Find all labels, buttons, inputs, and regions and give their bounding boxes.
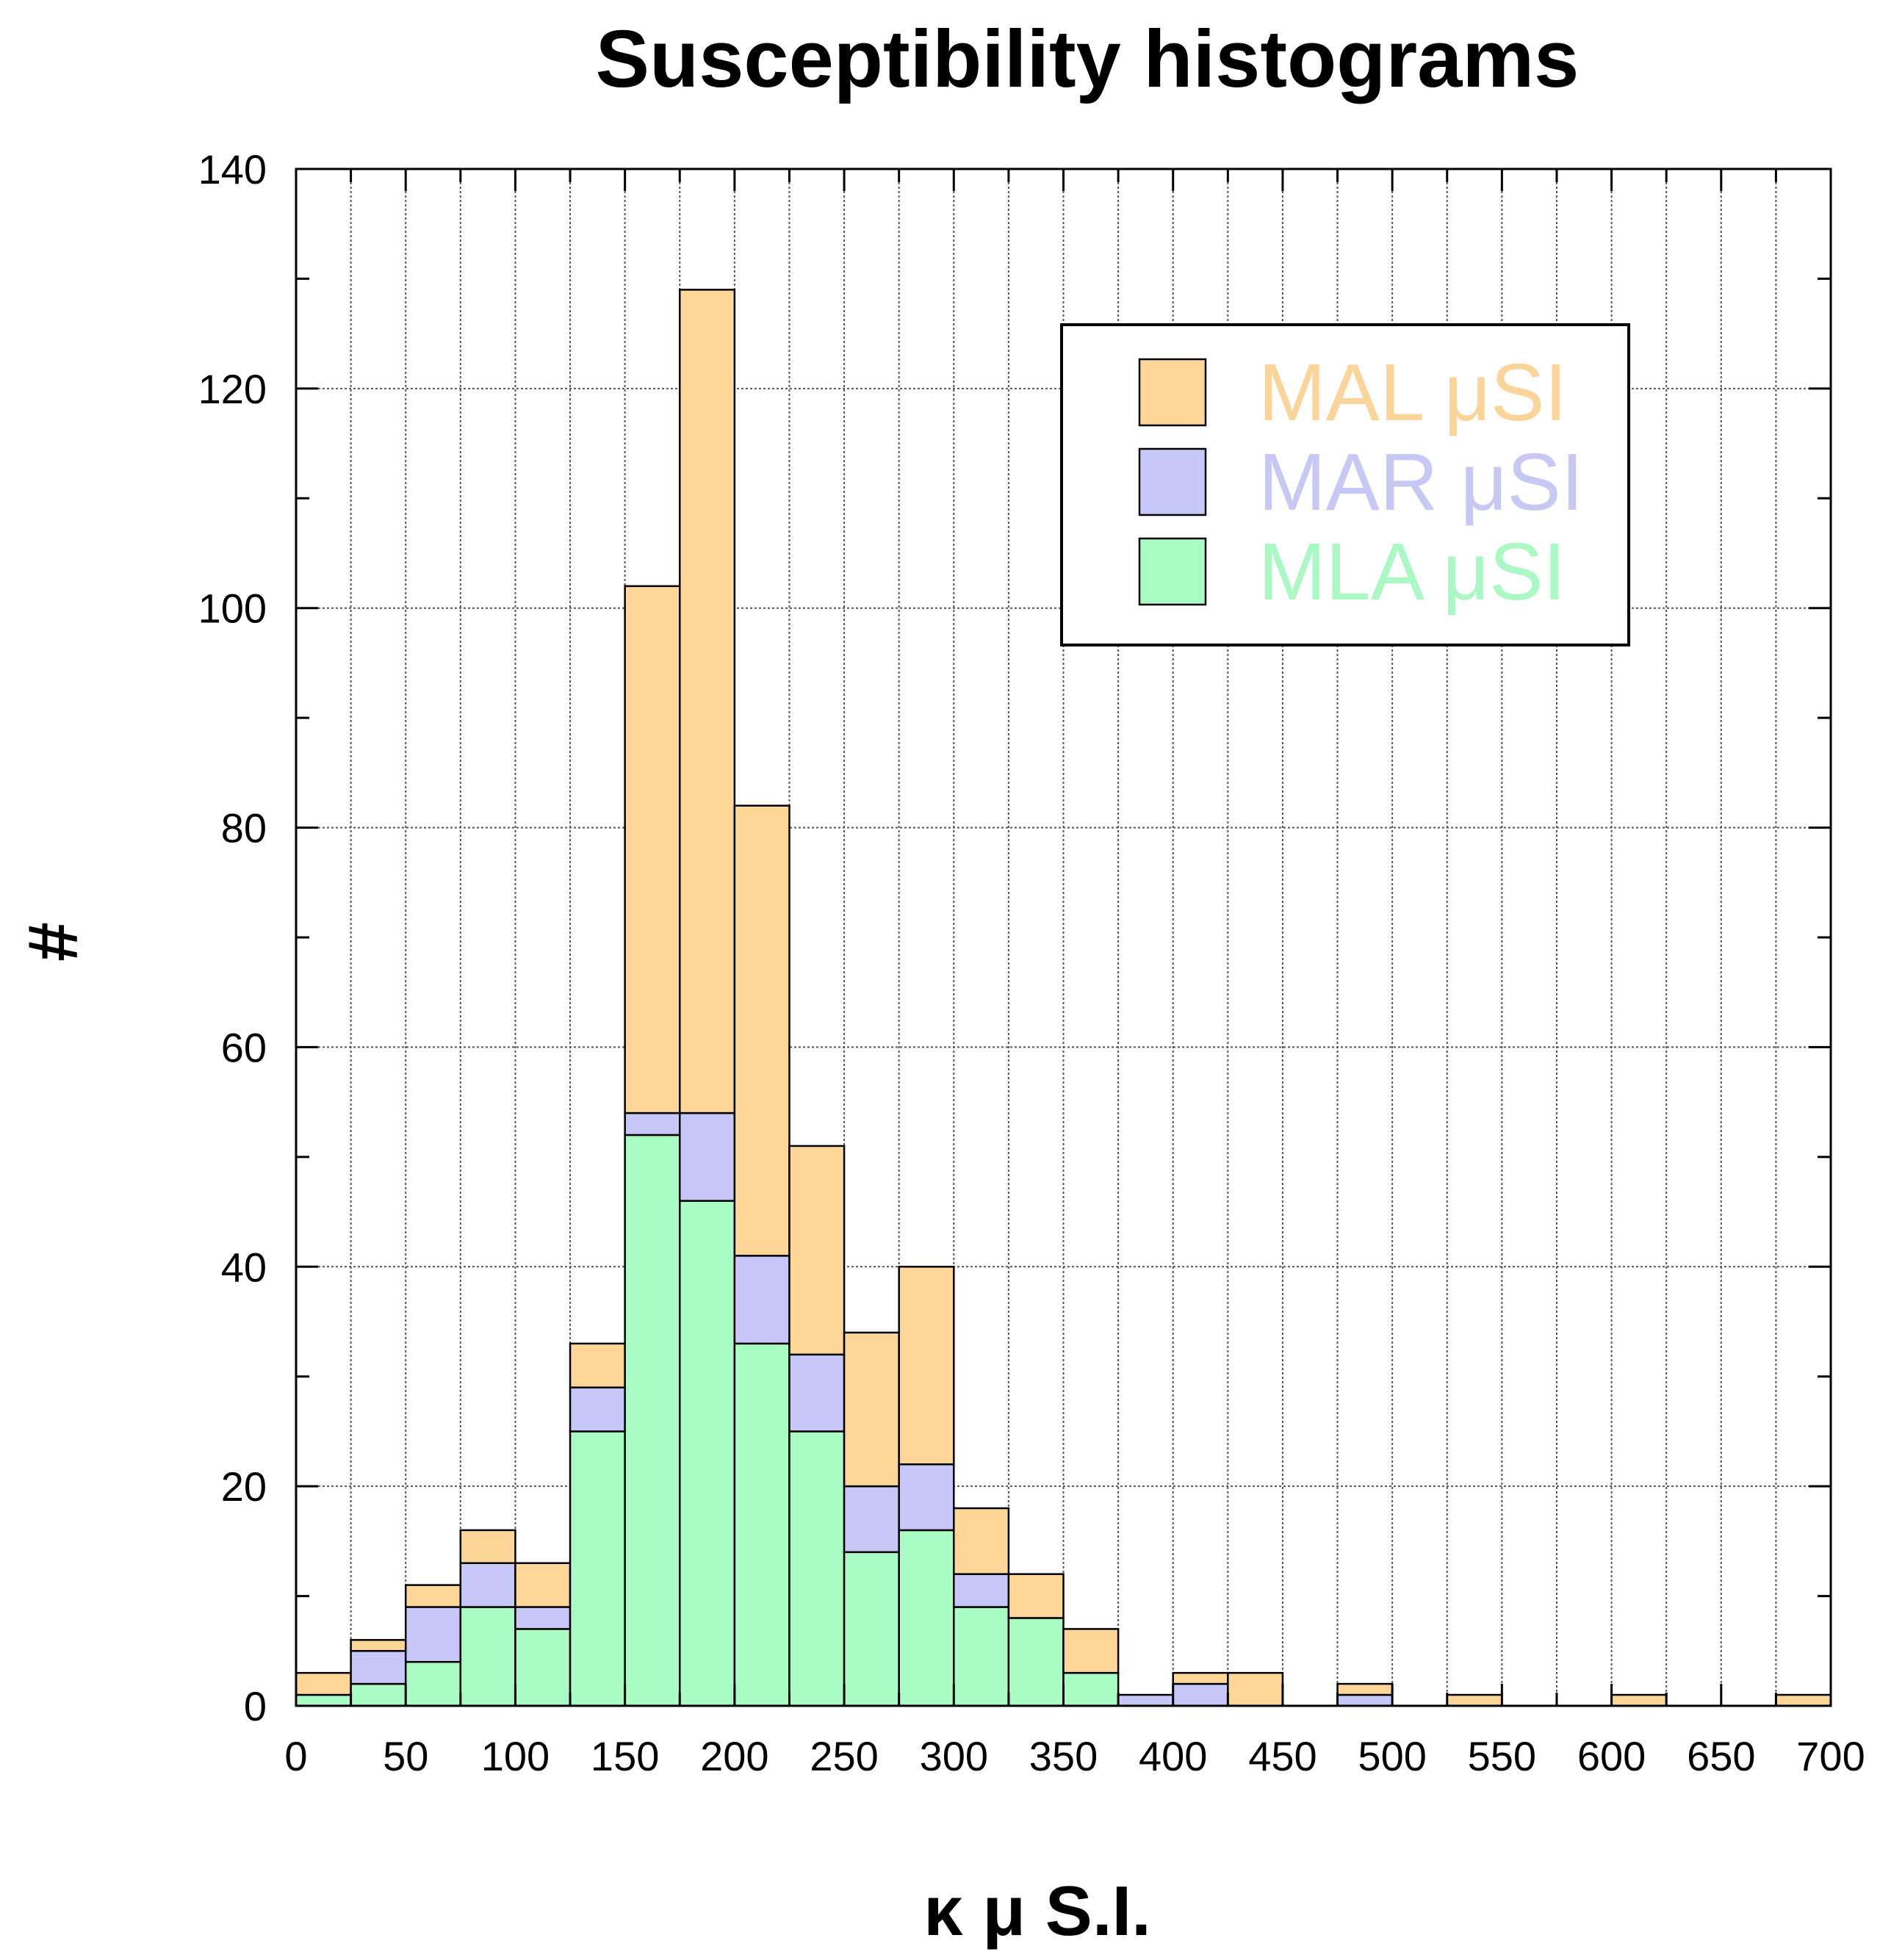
legend-label-mal: MAL μSI — [1258, 347, 1567, 438]
bar-mal-325 — [1007, 1573, 1065, 1619]
bar-mar-150 — [624, 1111, 681, 1136]
bar-mar-200 — [733, 1255, 790, 1345]
bar-mar-250 — [843, 1485, 900, 1554]
x-tick-label: 0 — [284, 1733, 307, 1779]
bar-mal-425 — [1227, 1671, 1284, 1707]
bar-mal-200 — [733, 804, 790, 1257]
legend-swatch-mal — [1138, 358, 1207, 427]
bar-mar-275 — [898, 1463, 955, 1532]
tick-labels: 0 50 100 150 200 250 300 350 400 450 500 550 600 650 7… — [198, 146, 1865, 1779]
bar-mal-475 — [1336, 1682, 1394, 1696]
chart-title: Susceptibility histograms — [596, 14, 1580, 104]
bar-mar-125 — [569, 1386, 626, 1433]
x-tick-label: 600 — [1577, 1733, 1646, 1779]
bar-mar-300 — [953, 1573, 1010, 1608]
bar-mal-225 — [788, 1145, 846, 1356]
x-tick-label: 650 — [1687, 1733, 1755, 1779]
bar-mar-75 — [459, 1562, 516, 1608]
legend-label-mla: MLA μSI — [1258, 527, 1566, 617]
bar-mar-475 — [1336, 1693, 1394, 1707]
bars — [295, 289, 1832, 1707]
bar-mal-0 — [295, 1671, 352, 1696]
bar-mal-400 — [1172, 1671, 1229, 1685]
bar-mal-175 — [679, 289, 736, 1114]
bar-mal-275 — [898, 1266, 955, 1466]
x-tick-label: 300 — [920, 1733, 988, 1779]
x-tick-label: 50 — [383, 1733, 428, 1779]
bar-mal-75 — [459, 1529, 516, 1564]
bar-mla-50 — [404, 1660, 462, 1707]
bar-mla-225 — [788, 1430, 846, 1707]
legend-swatch-mar — [1138, 447, 1207, 516]
bar-mla-350 — [1062, 1671, 1120, 1707]
bar-mla-0 — [295, 1693, 352, 1707]
x-tick-label: 200 — [700, 1733, 768, 1779]
x-tick-label: 500 — [1358, 1733, 1426, 1779]
x-tick-label: 700 — [1796, 1733, 1865, 1779]
y-tick-label: 80 — [221, 805, 267, 851]
bar-mal-250 — [843, 1331, 900, 1488]
y-tick-label: 40 — [221, 1244, 267, 1290]
bar-mal-675 — [1775, 1693, 1832, 1707]
bar-mar-100 — [514, 1606, 572, 1630]
y-axis-label: # — [14, 922, 93, 961]
bar-mla-325 — [1007, 1617, 1065, 1707]
x-tick-label: 350 — [1029, 1733, 1098, 1779]
bar-mal-525 — [1446, 1693, 1503, 1707]
bar-mla-175 — [679, 1200, 736, 1707]
legend-swatch-mla — [1138, 537, 1207, 606]
bar-mla-75 — [459, 1606, 516, 1707]
bar-mar-175 — [679, 1111, 736, 1202]
y-tick-label: 20 — [221, 1463, 267, 1510]
bar-mla-200 — [733, 1342, 790, 1707]
y-tick-label: 140 — [198, 146, 267, 192]
bar-mla-125 — [569, 1430, 626, 1707]
x-axis-label: κ μ S.I. — [923, 1872, 1151, 1950]
bar-mal-350 — [1062, 1628, 1120, 1674]
bar-mal-300 — [953, 1507, 1010, 1575]
x-tick-label: 250 — [810, 1733, 878, 1779]
bar-mal-50 — [404, 1584, 462, 1608]
bar-mla-300 — [953, 1606, 1010, 1707]
y-tick-label: 60 — [221, 1024, 267, 1070]
bar-mal-150 — [624, 585, 681, 1114]
bar-mla-150 — [624, 1134, 681, 1707]
axes — [295, 167, 1832, 1707]
y-tick-label: 120 — [198, 366, 267, 412]
y-tick-label: 100 — [198, 586, 267, 632]
bar-mar-400 — [1172, 1682, 1229, 1707]
bar-mla-250 — [843, 1551, 900, 1707]
x-tick-label: 450 — [1248, 1733, 1317, 1779]
bar-mla-100 — [514, 1628, 572, 1707]
bar-mal-25 — [350, 1639, 407, 1652]
bar-mal-600 — [1610, 1693, 1668, 1707]
bar-mar-50 — [404, 1606, 462, 1663]
x-tick-label: 150 — [591, 1733, 659, 1779]
bar-mar-375 — [1117, 1693, 1174, 1707]
bar-mar-225 — [788, 1353, 846, 1433]
bar-mla-275 — [898, 1529, 955, 1707]
bar-mar-25 — [350, 1650, 407, 1685]
bar-mal-125 — [569, 1342, 626, 1388]
bar-mla-25 — [350, 1682, 407, 1707]
legend-label-mar: MAR μSI — [1258, 437, 1583, 527]
x-tick-label: 400 — [1139, 1733, 1207, 1779]
x-tick-label: 550 — [1468, 1733, 1536, 1779]
y-tick-label: 0 — [244, 1683, 267, 1729]
bar-mal-100 — [514, 1562, 572, 1608]
x-tick-label: 100 — [481, 1733, 550, 1779]
